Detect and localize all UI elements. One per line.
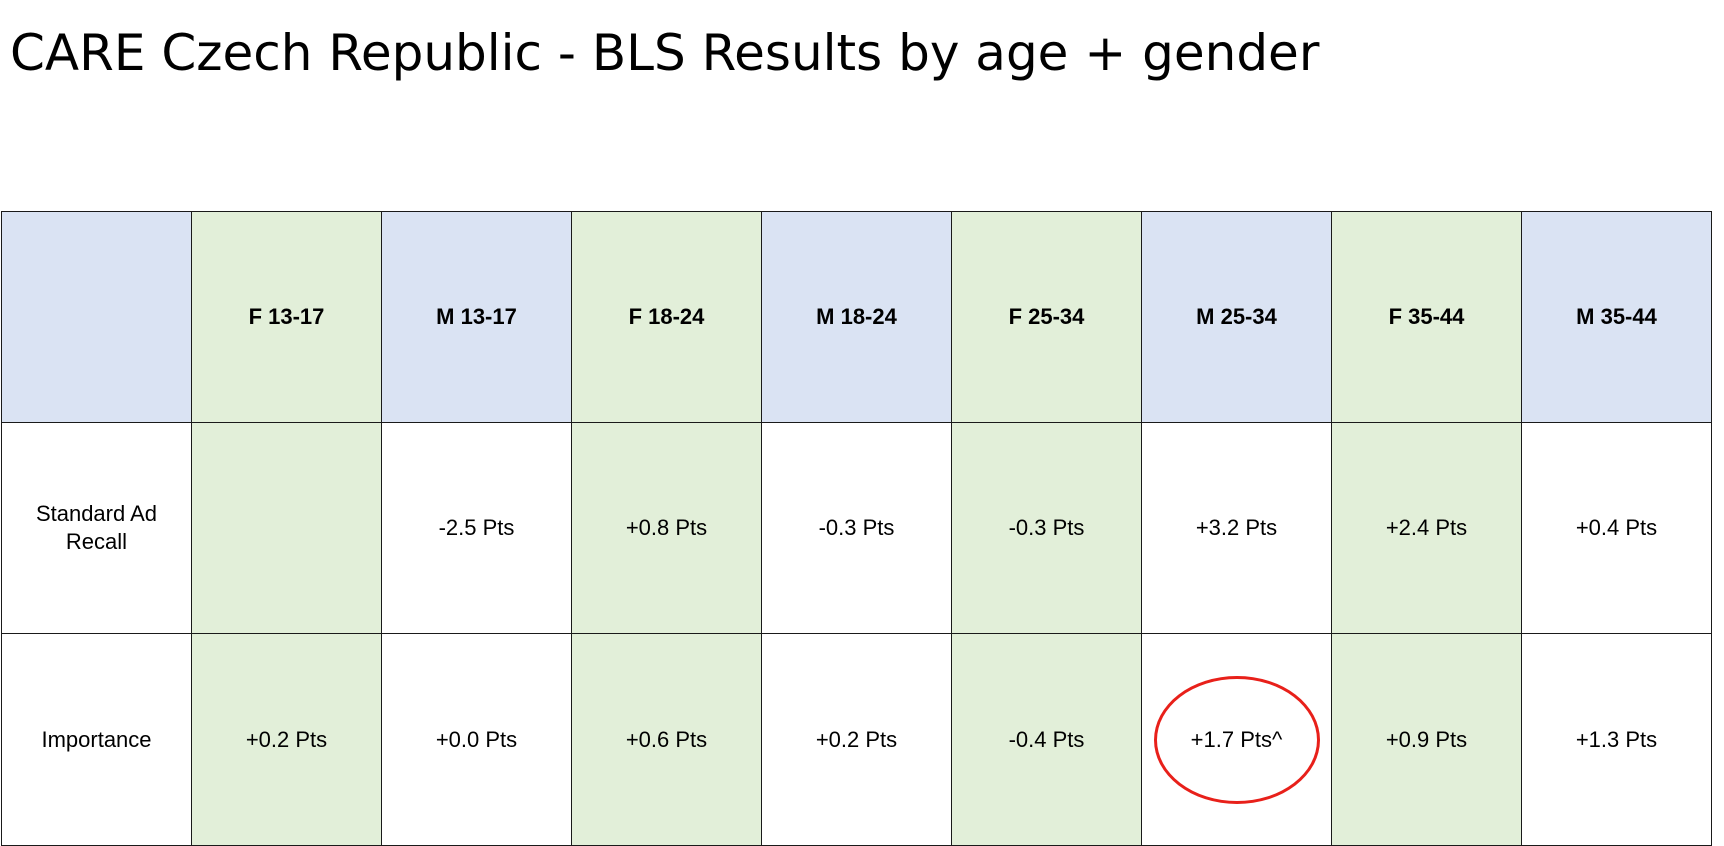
row-label: Importance: [1, 633, 192, 846]
data-cell: -0.4 Pts: [951, 633, 1142, 846]
data-cell: +2.4 Pts: [1331, 422, 1522, 634]
page-title: CARE Czech Republic - BLS Results by age…: [10, 24, 1320, 82]
table-row: Standard Ad Recall -2.5 Pts +0.8 Pts -0.…: [1, 422, 1712, 634]
column-header: M 18-24: [761, 211, 952, 423]
column-header: F 13-17: [191, 211, 382, 423]
data-cell: -0.3 Pts: [761, 422, 952, 634]
data-cell: +0.4 Pts: [1521, 422, 1712, 634]
data-cell: +1.3 Pts: [1521, 633, 1712, 846]
column-header: M 35-44: [1521, 211, 1712, 423]
column-header: M 13-17: [381, 211, 572, 423]
column-header: F 18-24: [571, 211, 762, 423]
table-row: Importance +0.2 Pts +0.0 Pts +0.6 Pts +0…: [1, 633, 1712, 846]
data-cell: +0.2 Pts: [191, 633, 382, 846]
data-cell: +0.9 Pts: [1331, 633, 1522, 846]
data-cell: [191, 422, 382, 634]
results-table: F 13-17 M 13-17 F 18-24 M 18-24 F 25-34 …: [1, 211, 1712, 846]
data-cell: +3.2 Pts: [1141, 422, 1332, 634]
row-label: Standard Ad Recall: [1, 422, 192, 634]
data-cell: -2.5 Pts: [381, 422, 572, 634]
table-header-row: F 13-17 M 13-17 F 18-24 M 18-24 F 25-34 …: [1, 211, 1712, 423]
data-cell: +0.8 Pts: [571, 422, 762, 634]
highlighted-data-cell: +1.7 Pts^: [1141, 633, 1332, 846]
highlighted-cell-value: +1.7 Pts^: [1190, 726, 1283, 752]
data-cell: +0.2 Pts: [761, 633, 952, 846]
column-header: F 35-44: [1331, 211, 1522, 423]
data-cell: -0.3 Pts: [951, 422, 1142, 634]
column-header: M 25-34: [1141, 211, 1332, 423]
data-cell: +0.0 Pts: [381, 633, 572, 846]
column-header: F 25-34: [951, 211, 1142, 423]
corner-header-cell: [1, 211, 192, 423]
data-cell: +0.6 Pts: [571, 633, 762, 846]
